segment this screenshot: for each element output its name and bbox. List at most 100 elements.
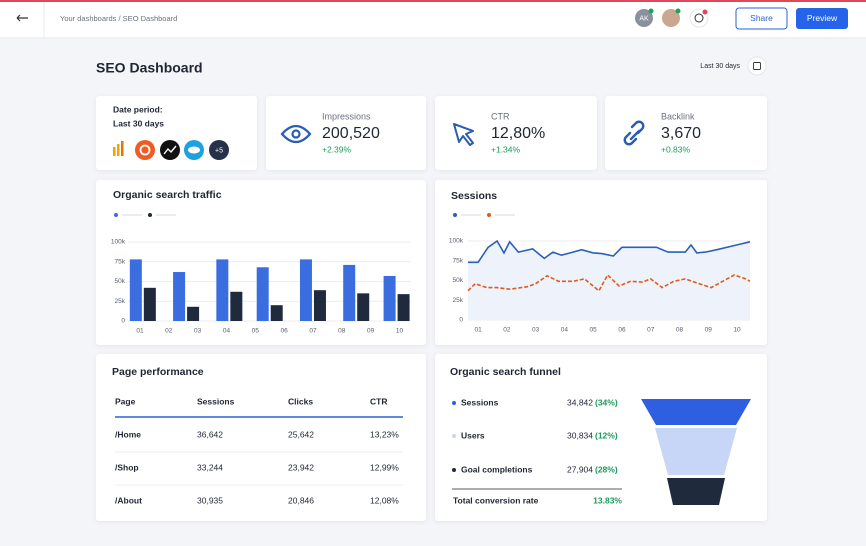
table-cell: 12,08% — [370, 495, 399, 505]
preview-button[interactable] — [796, 8, 848, 29]
table-cell: /Shop — [115, 462, 139, 472]
bar — [216, 259, 229, 321]
notification-dot — [702, 9, 708, 15]
table-cell: /Home — [115, 429, 141, 439]
bar — [173, 272, 186, 321]
funnel-value: 34,842 — [567, 397, 593, 407]
avatar-photo[interactable] — [662, 9, 680, 27]
calendar-button[interactable] — [747, 56, 767, 76]
bar — [313, 290, 326, 321]
logo — [121, 141, 124, 156]
legend-marker — [453, 213, 457, 217]
link-part — [630, 120, 645, 135]
x-tick-label: 08 — [676, 327, 684, 334]
table-cell: 30,935 — [197, 495, 223, 505]
more-sources[interactable] — [209, 140, 229, 160]
x-tick-label: 07 — [647, 327, 655, 334]
back-button[interactable] — [16, 14, 28, 22]
top-bar — [0, 0, 866, 38]
more-sources-label: +5 — [215, 147, 223, 154]
y-tick-label: 0 — [459, 317, 463, 324]
bar — [299, 259, 312, 321]
legend-marker — [148, 213, 152, 217]
x-tick-label: 06 — [618, 327, 626, 334]
y-tick-label: 25k — [115, 298, 126, 305]
x-tick-label: 02 — [165, 328, 173, 335]
x-tick-label: 09 — [705, 327, 713, 334]
funnel-label: Goal completions — [461, 464, 533, 474]
eye-pupil — [291, 129, 301, 139]
column-header: Page — [115, 396, 136, 406]
funnel-dot — [452, 401, 456, 405]
legend-marker — [114, 213, 118, 217]
bar — [383, 275, 396, 321]
accent-line — [0, 0, 866, 2]
table-cell: 25,642 — [288, 429, 314, 439]
eye-outline — [280, 124, 312, 144]
column-header: Sessions — [197, 396, 235, 406]
table-cell: 12,99% — [370, 462, 399, 472]
table-cell: 36,642 — [197, 429, 223, 439]
line — [467, 273, 751, 293]
date-card-label: Date period: — [113, 104, 163, 114]
preview-label: Preview — [807, 13, 838, 23]
x-tick-label: 09 — [367, 328, 375, 335]
kpi-value: 200,520 — [322, 125, 380, 142]
bar — [343, 264, 356, 321]
y-tick-label: 0 — [121, 318, 125, 325]
line — [468, 239, 751, 264]
x-tick-label: 05 — [590, 327, 598, 334]
x-tick-label: 04 — [223, 328, 231, 335]
legend-marker — [487, 213, 491, 217]
total-value: 13.83% — [593, 495, 622, 505]
logo — [139, 144, 151, 156]
funnel-label: Users — [461, 430, 485, 440]
bar — [256, 267, 269, 321]
y-tick-label: 50k — [115, 278, 126, 285]
area — [468, 241, 750, 320]
kpi-card — [266, 96, 426, 170]
status-dot — [648, 8, 654, 14]
total-label: Total conversion rate — [453, 495, 539, 505]
logo — [135, 140, 155, 160]
kpi-value: 12,80% — [491, 125, 545, 142]
kpi-label: Backlink — [661, 111, 695, 121]
x-tick-label: 01 — [474, 327, 482, 334]
share-button[interactable] — [735, 7, 788, 30]
logo — [188, 146, 200, 154]
logo — [117, 144, 120, 156]
x-tick-label: 10 — [396, 328, 404, 335]
avatar[interactable] — [635, 9, 653, 27]
x-tick-label: 06 — [281, 328, 289, 335]
funnel-value: 30,834 — [567, 430, 593, 440]
logo — [160, 140, 180, 160]
bar — [357, 293, 370, 321]
status-dot — [675, 8, 681, 14]
calendar-icon — [753, 62, 761, 70]
date-card-value: Last 30 days — [113, 118, 164, 128]
table-cell: /About — [115, 495, 142, 505]
kpi-change: +2.39% — [322, 144, 352, 154]
x-tick-label: 01 — [136, 328, 144, 335]
x-tick-label: 07 — [309, 328, 317, 335]
date-range: Last 30 days — [700, 63, 740, 70]
y-tick-label: 100k — [449, 238, 464, 245]
table-cell: 20,846 — [288, 495, 314, 505]
table-cell: 33,244 — [197, 462, 223, 472]
x-tick-label: 02 — [503, 327, 511, 334]
y-tick-label: 50k — [453, 277, 464, 284]
comment-icon — [694, 13, 704, 23]
funnel-pct: (28%) — [595, 464, 618, 474]
funnel-value: 27,904 — [567, 464, 593, 474]
table-cell: 23,942 — [288, 462, 314, 472]
table-cell: 13,23% — [370, 429, 399, 439]
y-tick-label: 25k — [453, 297, 464, 304]
link-icon — [623, 120, 645, 146]
logo — [163, 145, 177, 155]
funnel-pct: (12%) — [595, 430, 618, 440]
funnel-stage — [655, 428, 737, 475]
breadcrumb[interactable]: Your dashboards / SEO Dashboard — [60, 14, 177, 23]
kpi-value: 3,670 — [661, 125, 701, 142]
funnel-pct: (34%) — [595, 397, 618, 407]
